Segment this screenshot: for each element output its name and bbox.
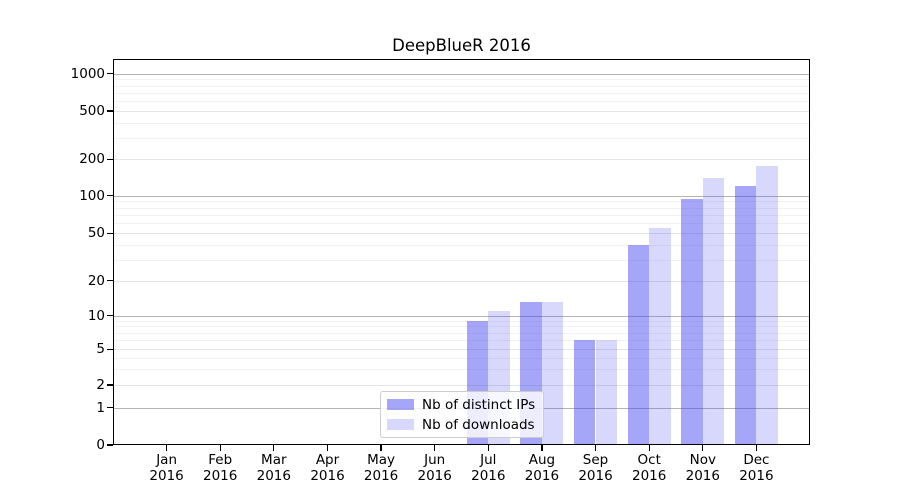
y-tick-mark-50: [107, 232, 113, 234]
gridline-y-200: [114, 159, 809, 161]
gridline-y-4: [114, 358, 809, 359]
x-tick-mark-jun: [434, 445, 436, 451]
gridline-y-800: [114, 85, 809, 87]
gridline-y-5: [114, 349, 809, 351]
bar-dec-distinct-ips: [734, 186, 757, 444]
y-tick-mark-1: [107, 406, 113, 409]
x-tick-label-sep: Sep 2016: [578, 452, 613, 484]
x-tick-mark-sep: [594, 445, 597, 451]
y-tick-mark-20: [107, 280, 113, 282]
y-tick-label-0: 0: [96, 437, 105, 453]
gridline-y-30: [114, 259, 809, 261]
gridline-y-400: [114, 122, 809, 124]
x-tick-mark-oct: [648, 445, 650, 451]
bar-aug-downloads: [541, 302, 564, 444]
x-tick-label-mar: Mar 2016: [256, 452, 291, 484]
gridline-y-900: [114, 79, 809, 81]
x-tick-mark-mar: [273, 445, 275, 451]
x-tick-label-nov: Nov 2016: [685, 452, 720, 484]
gridline-y-60: [114, 223, 809, 225]
gridline-y-10: [114, 315, 809, 317]
y-tick-label-200: 200: [79, 151, 105, 168]
legend-label-distinct-ips: Nb of distinct IPs: [422, 396, 536, 413]
legend-label-downloads: Nb of downloads: [422, 416, 535, 433]
bar-oct-downloads: [649, 228, 671, 444]
gridline-y-80: [114, 207, 809, 209]
x-tick-mark-apr: [326, 445, 329, 451]
chart-title: DeepBlueR 2016: [392, 36, 531, 55]
x-tick-mark-may: [380, 445, 382, 451]
y-tick-mark-10: [107, 314, 113, 317]
gridline-y-700: [114, 92, 809, 94]
y-tick-mark-2: [107, 384, 113, 386]
gridline-y-1000: [114, 73, 809, 75]
bar-nov-distinct-ips: [681, 198, 703, 444]
gridline-y-90: [114, 201, 809, 203]
x-tick-mark-jan: [165, 445, 168, 451]
y-tick-label-2: 2: [96, 377, 105, 393]
gridline-y-300: [114, 137, 809, 139]
legend: Nb of distinct IPs Nb of downloads: [380, 391, 544, 438]
gridline-y-9: [114, 320, 809, 322]
x-tick-label-apr: Apr 2016: [310, 452, 345, 484]
y-tick-label-10: 10: [87, 307, 105, 324]
legend-item-distinct-ips: Nb of distinct IPs: [387, 397, 537, 413]
y-tick-label-1: 1: [96, 399, 105, 416]
gridline-y-70: [114, 215, 809, 216]
x-tick-label-jan: Jan 2016: [149, 452, 184, 484]
x-tick-label-jul: Jul 2016: [471, 452, 506, 484]
legend-swatch-distinct-ips: [387, 399, 414, 410]
gridline-y-2: [114, 385, 809, 386]
x-tick-label-jun: Jun 2016: [417, 452, 452, 484]
x-tick-mark-jul: [487, 445, 489, 451]
gridline-y-100: [114, 195, 809, 197]
x-tick-mark-feb: [219, 445, 221, 451]
x-tick-label-dec: Dec 2016: [739, 452, 774, 484]
y-tick-mark-1000: [107, 72, 113, 75]
y-tick-label-100: 100: [79, 187, 105, 204]
y-tick-label-50: 50: [87, 225, 105, 242]
legend-swatch-downloads: [387, 419, 414, 430]
y-tick-label-20: 20: [87, 272, 105, 289]
bar-dec-downloads: [756, 166, 778, 444]
x-tick-mark-aug: [541, 445, 543, 451]
gridline-y-7: [114, 332, 809, 334]
y-tick-mark-0: [107, 444, 113, 446]
gridline-y-40: [114, 244, 809, 246]
y-tick-label-1000: 1000: [70, 65, 105, 82]
gridline-y-600: [114, 101, 809, 103]
x-tick-mark-nov: [702, 445, 704, 451]
gridline-y-20: [114, 280, 809, 282]
x-tick-mark-dec: [755, 445, 758, 451]
x-tick-label-oct: Oct 2016: [632, 452, 667, 484]
gridline-y-6: [114, 340, 809, 342]
gridline-y-3: [114, 369, 809, 371]
bar-sep-downloads: [595, 340, 618, 444]
y-tick-mark-5: [107, 348, 113, 350]
x-tick-label-feb: Feb 2016: [203, 452, 238, 484]
legend-item-downloads: Nb of downloads: [387, 417, 537, 433]
bar-sep-distinct-ips: [573, 340, 596, 444]
gridline-y-8: [114, 326, 809, 328]
x-tick-label-may: May 2016: [363, 452, 399, 484]
y-tick-mark-500: [107, 110, 113, 112]
gridline-y-50: [114, 233, 809, 235]
y-tick-label-5: 5: [96, 341, 105, 358]
bar-oct-distinct-ips: [627, 244, 650, 444]
y-tick-label-500: 500: [79, 103, 105, 119]
gridline-y-500: [114, 111, 809, 112]
y-tick-mark-100: [107, 195, 113, 197]
y-tick-mark-200: [107, 158, 113, 160]
x-tick-label-aug: Aug 2016: [524, 452, 560, 484]
bar-nov-downloads: [702, 178, 725, 444]
